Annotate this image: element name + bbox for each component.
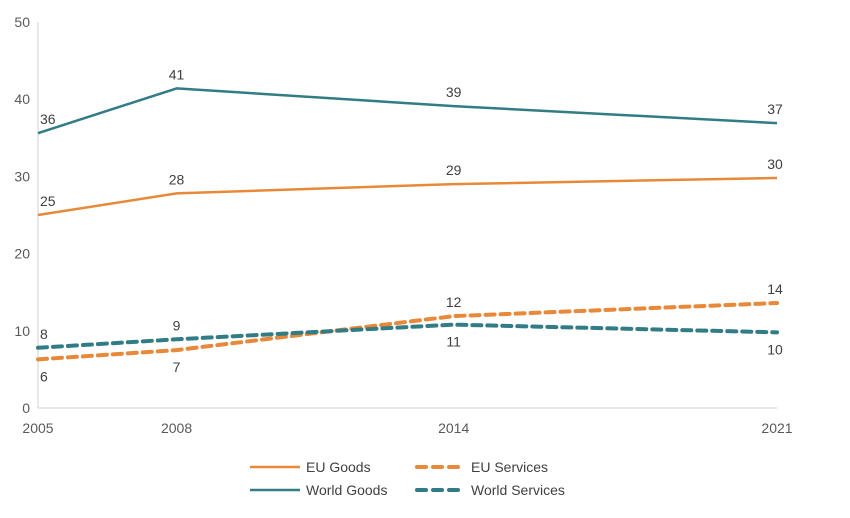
series-line-world-services [36, 322, 779, 350]
series-line-world-goods [37, 87, 778, 135]
series-line-eu-goods [37, 176, 778, 217]
y-tick-label: 20 [14, 246, 30, 262]
legend-label: World Services [471, 482, 565, 498]
data-label: 30 [767, 156, 783, 172]
axes: 0 10 20 30 40 50 2005 2008 2014 2021 [14, 14, 792, 436]
legend-label: World Goods [306, 482, 387, 498]
data-label: 29 [446, 162, 462, 178]
data-label: 10 [767, 341, 783, 357]
y-tick-label: 10 [14, 323, 30, 339]
data-label: 8 [40, 326, 48, 342]
data-label: 9 [173, 317, 181, 333]
data-label: 41 [169, 66, 185, 82]
x-tick-label: 2021 [761, 420, 792, 436]
y-tick-label: 30 [14, 168, 30, 184]
data-label: 39 [446, 84, 462, 100]
data-label: 6 [40, 368, 48, 384]
legend-label: EU Goods [306, 459, 371, 475]
data-label: 25 [40, 193, 56, 209]
y-tick-label: 50 [14, 14, 30, 30]
y-tick-label: 40 [14, 91, 30, 107]
series-group [36, 87, 779, 362]
data-label: 7 [173, 359, 181, 375]
data-label: 12 [446, 294, 462, 310]
x-tick-label: 2005 [22, 420, 53, 436]
data-label: 11 [446, 334, 461, 350]
legend-label: EU Services [471, 459, 548, 475]
data-labels: 25 28 29 30 36 41 39 37 6 7 12 14 8 9 11 10 [40, 66, 783, 384]
x-tick-label: 2008 [161, 420, 192, 436]
data-label: 14 [767, 281, 783, 297]
x-tick-label: 2014 [438, 420, 469, 436]
data-label: 36 [40, 111, 56, 127]
data-label: 37 [767, 101, 783, 117]
data-label: 28 [169, 171, 185, 187]
legend: EU Goods EU Services World Goods World Serv… [250, 459, 565, 498]
y-tick-label: 0 [22, 400, 30, 416]
